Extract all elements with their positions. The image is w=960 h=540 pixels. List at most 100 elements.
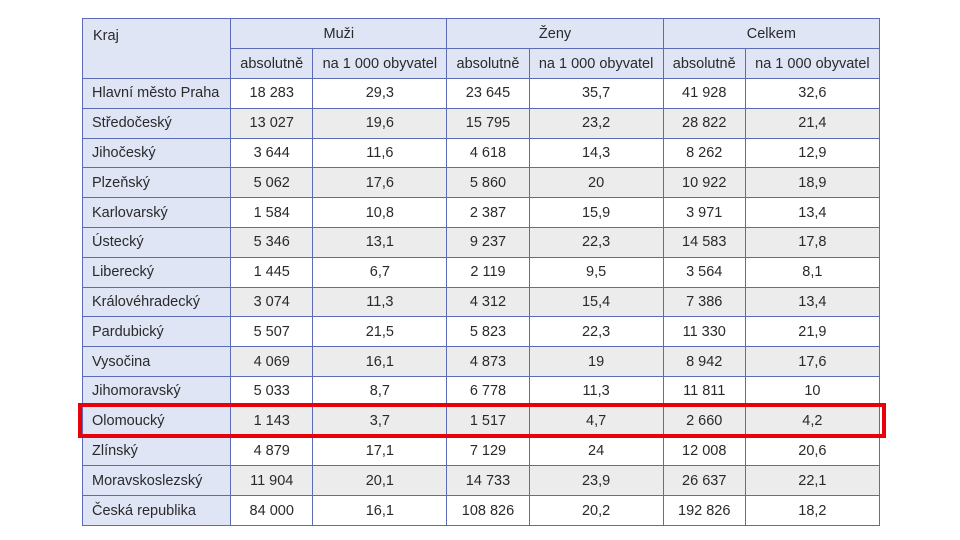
cell-zeny-na-1000: 11,3	[528, 375, 664, 407]
cell-zeny-na-1000: 23,2	[528, 107, 664, 139]
cell-muzi-na-1000: 11,3	[312, 286, 448, 318]
cell-zeny-na-1000: 24	[528, 435, 664, 467]
cell-celkem-na-1000: 32,6	[744, 78, 881, 109]
header-group-celkem: Celkem	[662, 18, 881, 49]
cell-muzi-na-1000: 21,5	[312, 316, 448, 348]
cell-muzi-absolutne: 5 033	[230, 375, 314, 407]
cell-zeny-absolutne: 4 873	[446, 346, 530, 377]
cell-muzi-na-1000: 8,7	[312, 375, 448, 407]
table-row: Vysočina 4 069 16,1 4 873 19 8 942 17,6	[81, 346, 881, 377]
region-statistics-table: Kraj Muži Ženy Celkem absolutně na 1 000…	[81, 18, 881, 526]
header-kraj: Kraj	[81, 18, 232, 79]
cell-muzi-na-1000: 19,6	[312, 107, 448, 139]
cell-muzi-na-1000: 13,1	[312, 226, 448, 258]
cell-muzi-na-1000: 17,1	[312, 435, 448, 467]
cell-zeny-na-1000: 15,4	[528, 286, 664, 318]
cell-zeny-absolutne: 23 645	[446, 78, 530, 109]
table-row: Zlínský 4 879 17,1 7 129 24 12 008 20,6	[81, 435, 881, 467]
cell-zeny-na-1000: 4,7	[528, 405, 664, 437]
header-group-zeny: Ženy	[446, 18, 664, 49]
cell-muzi-absolutne: 13 027	[230, 107, 314, 139]
cell-region-name: Česká republika	[81, 495, 232, 526]
cell-muzi-na-1000: 16,1	[312, 346, 448, 377]
cell-zeny-na-1000: 22,3	[528, 316, 664, 348]
cell-muzi-na-1000: 16,1	[312, 495, 448, 526]
cell-celkem-na-1000: 17,8	[744, 226, 881, 258]
header-zeny-na-1000: na 1 000 obyvatel	[528, 48, 664, 79]
cell-region-name: Hlavní město Praha	[81, 78, 232, 109]
table-body: Hlavní město Praha 18 283 29,3 23 645 35,7 41…	[81, 78, 881, 526]
table-row: Hlavní město Praha 18 283 29,3 23 645 35,7 41…	[81, 78, 881, 109]
cell-region-name: Zlínský	[81, 435, 232, 467]
cell-region-name: Pardubický	[81, 316, 232, 348]
header-celkem-na-1000: na 1 000 obyvatel	[744, 48, 881, 79]
cell-region-name: Královéhradecký	[81, 286, 232, 318]
cell-zeny-na-1000: 14,3	[528, 137, 664, 169]
table-row: Pardubický 5 507 21,5 5 823 22,3 11 330 21,9	[81, 316, 881, 348]
cell-muzi-absolutne: 11 904	[230, 465, 314, 497]
cell-zeny-absolutne: 14 733	[446, 465, 530, 497]
cell-region-name: Jihomoravský	[81, 375, 232, 407]
cell-celkem-na-1000: 17,6	[744, 346, 881, 377]
header-group-muzi: Muži	[230, 18, 448, 49]
cell-region-name: Jihočeský	[81, 137, 232, 169]
cell-muzi-na-1000: 10,8	[312, 197, 448, 228]
cell-celkem-absolutne: 11 811	[662, 375, 746, 407]
table-header: Kraj Muži Ženy Celkem absolutně na 1 000…	[81, 18, 881, 79]
cell-celkem-absolutne: 8 942	[662, 346, 746, 377]
cell-muzi-na-1000: 20,1	[312, 465, 448, 497]
cell-zeny-na-1000: 19	[528, 346, 664, 377]
cell-muzi-absolutne: 3 074	[230, 286, 314, 318]
data-table-container: Kraj Muži Ženy Celkem absolutně na 1 000…	[81, 18, 881, 526]
cell-region-name: Karlovarský	[81, 197, 232, 228]
cell-muzi-absolutne: 1 445	[230, 256, 314, 288]
cell-celkem-absolutne: 12 008	[662, 435, 746, 467]
cell-zeny-na-1000: 35,7	[528, 78, 664, 109]
header-zeny-absolutne: absolutně	[446, 48, 530, 79]
cell-region-name: Ústecký	[81, 226, 232, 258]
cell-zeny-absolutne: 6 778	[446, 375, 530, 407]
cell-zeny-absolutne: 5 823	[446, 316, 530, 348]
cell-muzi-absolutne: 1 584	[230, 197, 314, 228]
cell-region-name: Plzeňský	[81, 167, 232, 199]
cell-celkem-absolutne: 3 564	[662, 256, 746, 288]
cell-zeny-na-1000: 9,5	[528, 256, 664, 288]
cell-muzi-absolutne: 84 000	[230, 495, 314, 526]
cell-muzi-na-1000: 17,6	[312, 167, 448, 199]
cell-zeny-absolutne: 108 826	[446, 495, 530, 526]
cell-zeny-absolutne: 5 860	[446, 167, 530, 199]
cell-celkem-na-1000: 4,2	[744, 405, 881, 437]
table-row: Jihomoravský 5 033 8,7 6 778 11,3 11 811 10	[81, 375, 881, 407]
cell-muzi-absolutne: 5 062	[230, 167, 314, 199]
cell-celkem-absolutne: 7 386	[662, 286, 746, 318]
cell-zeny-absolutne: 1 517	[446, 405, 530, 437]
cell-celkem-na-1000: 12,9	[744, 137, 881, 169]
cell-zeny-na-1000: 15,9	[528, 197, 664, 228]
cell-celkem-absolutne: 11 330	[662, 316, 746, 348]
cell-zeny-na-1000: 22,3	[528, 226, 664, 258]
cell-celkem-absolutne: 8 262	[662, 137, 746, 169]
cell-celkem-na-1000: 8,1	[744, 256, 881, 288]
cell-muzi-na-1000: 6,7	[312, 256, 448, 288]
cell-muzi-absolutne: 5 346	[230, 226, 314, 258]
cell-celkem-na-1000: 13,4	[744, 197, 881, 228]
cell-celkem-na-1000: 20,6	[744, 435, 881, 467]
table-row: Olomoucký 1 143 3,7 1 517 4,7 2 660 4,2	[81, 405, 881, 437]
cell-celkem-na-1000: 18,9	[744, 167, 881, 199]
table-row: Ústecký 5 346 13,1 9 237 22,3 14 583 17,8	[81, 226, 881, 258]
cell-celkem-na-1000: 21,9	[744, 316, 881, 348]
cell-celkem-na-1000: 13,4	[744, 286, 881, 318]
cell-muzi-na-1000: 29,3	[312, 78, 448, 109]
cell-celkem-absolutne: 14 583	[662, 226, 746, 258]
cell-zeny-absolutne: 15 795	[446, 107, 530, 139]
cell-zeny-absolutne: 2 387	[446, 197, 530, 228]
cell-celkem-absolutne: 192 826	[662, 495, 746, 526]
header-celkem-absolutne: absolutně	[662, 48, 746, 79]
cell-muzi-absolutne: 18 283	[230, 78, 314, 109]
header-muzi-na-1000: na 1 000 obyvatel	[312, 48, 448, 79]
cell-celkem-na-1000: 10	[744, 375, 881, 407]
cell-zeny-absolutne: 2 119	[446, 256, 530, 288]
table-row: Česká republika 84 000 16,1 108 826 20,2 192 …	[81, 495, 881, 526]
cell-celkem-absolutne: 10 922	[662, 167, 746, 199]
cell-celkem-absolutne: 28 822	[662, 107, 746, 139]
